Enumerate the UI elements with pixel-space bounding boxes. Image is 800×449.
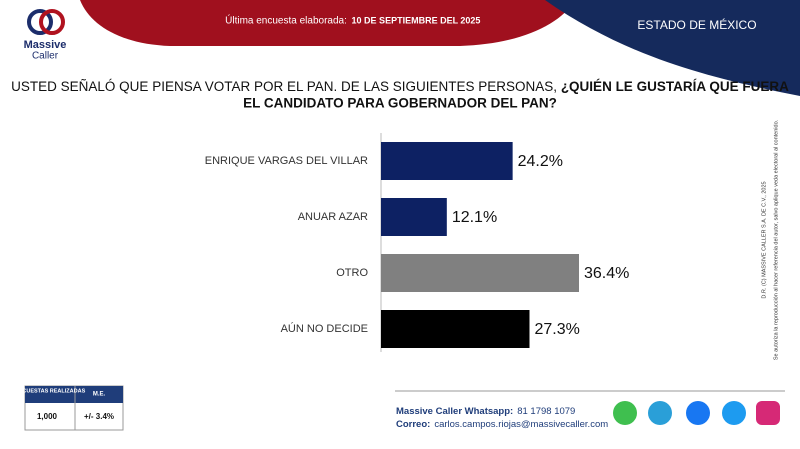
footer-label: Correo: <box>396 419 430 430</box>
region-band <box>545 0 800 96</box>
value-label: 36.4% <box>584 265 629 282</box>
table-cell: +/- 3.4% <box>84 412 114 421</box>
table-cell: 1,000 <box>37 412 58 421</box>
facebook-icon[interactable] <box>686 401 710 425</box>
telegram-icon[interactable] <box>648 401 672 425</box>
table-header-text: ENCUESTAS REALIZADAS <box>15 388 86 394</box>
survey-date: 10 DE SEPTIEMBRE DEL 2025 <box>352 15 481 25</box>
footer-label: Massive Caller Whatsapp: <box>396 406 513 417</box>
value-label: 12.1% <box>452 209 497 226</box>
bar <box>381 310 530 348</box>
chart-title: EL CANDIDATO PARA GOBERNADOR DEL PAN? <box>243 96 557 111</box>
region: ESTADO DE MÉXICO <box>637 17 756 32</box>
logo-text: Caller <box>32 51 59 62</box>
table-header <box>25 386 123 403</box>
value-label: 24.2% <box>518 153 563 170</box>
twitter-icon[interactable] <box>722 401 746 425</box>
title-part: USTED SEÑALÓ QUE PIENSA VOTAR POR EL PAN… <box>11 79 561 94</box>
survey-label: Última encuesta elaborada: <box>225 14 347 27</box>
bar <box>381 198 447 236</box>
chart-title: USTED SEÑALÓ QUE PIENSA VOTAR POR EL PAN… <box>11 79 789 94</box>
bar <box>381 142 513 180</box>
category-label: OTRO <box>336 267 368 279</box>
category-label: AÚN NO DECIDE <box>281 322 368 335</box>
bar <box>381 254 579 292</box>
header-band <box>80 0 575 46</box>
bars: ENRIQUE VARGAS DEL VILLAR 24.2% ANUAR AZAR… <box>205 142 629 348</box>
logo-ring <box>39 9 65 35</box>
footer-value: 81 1798 1079 <box>517 406 575 417</box>
category-label: ANUAR AZAR <box>298 211 368 223</box>
whatsapp-icon[interactable] <box>613 401 637 425</box>
title-part: ¿QUIÉN LE GUSTARÍA QUE FUERA <box>561 79 789 94</box>
value-label: 27.3% <box>535 321 580 338</box>
footer-text: Correo: carlos.campos.riojas@massivecalle… <box>396 419 608 430</box>
footer-value: carlos.campos.riojas@massivecaller.com <box>434 419 608 430</box>
table-header-text: M.E. <box>93 392 106 398</box>
logo-ring <box>27 9 53 35</box>
instagram-icon[interactable] <box>756 401 780 425</box>
logo-text: Massive <box>24 39 67 51</box>
side-note: D.R. (C) MASSIVE CALLER S.A. DE C.V., 20… <box>761 181 767 298</box>
side-note: Se autoriza la reproducción al hacer ref… <box>773 119 779 360</box>
category-label: ENRIQUE VARGAS DEL VILLAR <box>205 155 368 167</box>
footer-text: Massive Caller Whatsapp: 81 1798 1079 <box>396 406 575 417</box>
